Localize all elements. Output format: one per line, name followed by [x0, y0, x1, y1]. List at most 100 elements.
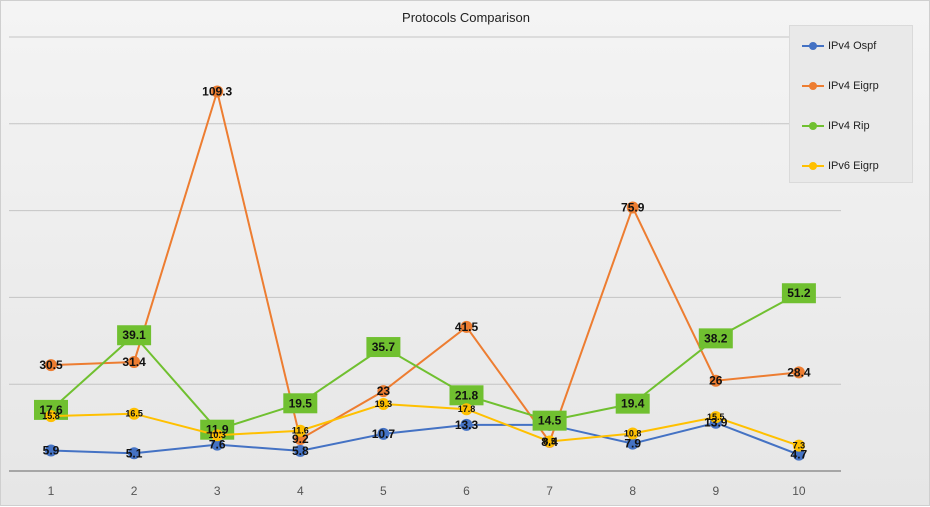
data-point	[792, 366, 805, 379]
data-label: 10.7	[372, 427, 396, 441]
data-label: 21.8	[455, 388, 479, 402]
data-label: 15.5	[707, 412, 725, 422]
data-point	[449, 385, 484, 406]
data-point	[211, 429, 224, 442]
data-point	[460, 320, 473, 333]
data-label: 35.7	[372, 340, 396, 354]
data-label: 75.9	[621, 200, 645, 214]
data-label: 28.4	[787, 365, 811, 379]
data-label: 14.5	[538, 414, 562, 428]
data-label: 11.9	[206, 423, 229, 437]
data-point	[366, 337, 401, 358]
data-point	[294, 424, 307, 437]
data-point	[781, 283, 816, 304]
gridlines	[9, 36, 841, 472]
labels-ipv6-eigrp: 15.8 16.5 10.3 11.6 19.3 17.8 8.5 10.8 15.5 7.3	[42, 399, 805, 451]
x-tick-label: 8	[629, 484, 636, 498]
data-point	[709, 374, 722, 387]
data-label: 15.8	[42, 411, 60, 421]
data-label: 19.3	[375, 399, 393, 409]
data-point	[45, 444, 57, 457]
series-ipv6-eigrp	[45, 397, 805, 452]
labels-ipv4-ospf: 5.9 5.1 7.6 5.8 10.7 13.3 7.9 13.9 4.7	[43, 416, 808, 462]
data-label: 23	[377, 384, 391, 398]
series-line	[50, 402, 800, 447]
data-label: 7.6	[209, 438, 226, 452]
labels-ipv4-eigrp: 30.5 31.4 109.3 9.2 23 41.5 8.4 75.9 26 28.4	[39, 85, 811, 449]
legend-swatch	[802, 121, 824, 131]
data-label: 16.5	[125, 409, 143, 419]
data-point	[543, 435, 556, 448]
x-tick-label: 6	[463, 484, 470, 498]
series-line	[50, 292, 800, 431]
data-label: 19.4	[621, 397, 645, 411]
data-point	[377, 385, 390, 398]
data-label: 31.4	[122, 355, 146, 369]
x-tick-label: 9	[712, 484, 719, 498]
x-tick-label: 1	[48, 484, 55, 498]
x-tick-label: 3	[214, 484, 221, 498]
data-label: 5.8	[292, 444, 309, 458]
legend-item-ipv4-ospf: IPv4 Ospf	[802, 36, 876, 56]
legend-swatch	[802, 81, 824, 91]
data-label: 11.6	[292, 426, 309, 436]
data-label: 19.5	[289, 396, 313, 410]
data-point	[792, 448, 805, 461]
data-label: 51.2	[787, 286, 811, 300]
data-point	[626, 437, 639, 450]
data-label: 10.8	[624, 429, 642, 439]
x-tick-label: 10	[792, 484, 806, 498]
data-label: 26	[709, 374, 723, 388]
legend-item-ipv6-eigrp: IPv6 Eigrp	[802, 156, 879, 176]
data-point	[615, 393, 650, 414]
x-axis-ticks: 1 2 3 4 5 6 7 8 9 10	[48, 484, 806, 498]
data-point	[532, 410, 567, 431]
data-label: 8.5	[543, 436, 556, 446]
series-ipv4-ospf	[45, 416, 805, 461]
legend-swatch	[802, 41, 824, 51]
x-tick-label: 2	[131, 484, 138, 498]
legend-label: IPv4 Eigrp	[828, 80, 879, 92]
labels-ipv4-rip: 17.6 39.1 11.9 19.5 35.7 21.8 14.5 19.4 38.2 51.2	[39, 286, 811, 436]
chart-title: Protocols Comparison	[402, 10, 530, 25]
data-label: 5.9	[43, 444, 60, 458]
series-line	[50, 87, 799, 444]
legend-label: IPv6 Eigrp	[828, 160, 879, 172]
data-point	[294, 433, 307, 446]
data-point	[377, 427, 390, 440]
series-line	[50, 421, 800, 456]
data-point	[626, 427, 639, 440]
data-label: 7.3	[793, 441, 806, 451]
data-label: 13.9	[704, 416, 728, 430]
data-label: 5.1	[126, 446, 143, 460]
legend-swatch	[802, 161, 824, 171]
data-point	[211, 438, 224, 451]
data-point	[128, 407, 141, 420]
data-point	[698, 328, 733, 349]
legend: IPv4 Ospf IPv4 Eigrp IPv4 Rip IPv6 Eigrp	[789, 25, 913, 183]
data-point	[34, 399, 68, 420]
data-label: 109.3	[202, 85, 232, 99]
data-label: 10.3	[208, 430, 226, 440]
data-point	[294, 444, 307, 457]
x-tick-label: 7	[546, 484, 553, 498]
data-label: 41.5	[455, 320, 479, 334]
data-label: 13.3	[455, 418, 479, 432]
legend-item-ipv4-eigrp: IPv4 Eigrp	[802, 76, 879, 96]
legend-label: IPv4 Rip	[828, 120, 870, 132]
data-point	[128, 447, 141, 460]
data-point	[211, 85, 224, 98]
x-tick-label: 5	[380, 484, 387, 498]
legend-item-ipv4-rip: IPv4 Rip	[802, 116, 870, 136]
series-ipv4-rip	[34, 283, 816, 440]
data-point	[283, 393, 318, 414]
data-point	[460, 418, 473, 431]
data-point	[377, 397, 390, 410]
data-label: 17.6	[39, 403, 63, 417]
data-label: 39.1	[122, 328, 146, 342]
data-label: 7.9	[624, 437, 641, 451]
data-label: 17.8	[458, 404, 476, 414]
data-label: 38.2	[704, 331, 728, 345]
data-point	[128, 355, 141, 368]
